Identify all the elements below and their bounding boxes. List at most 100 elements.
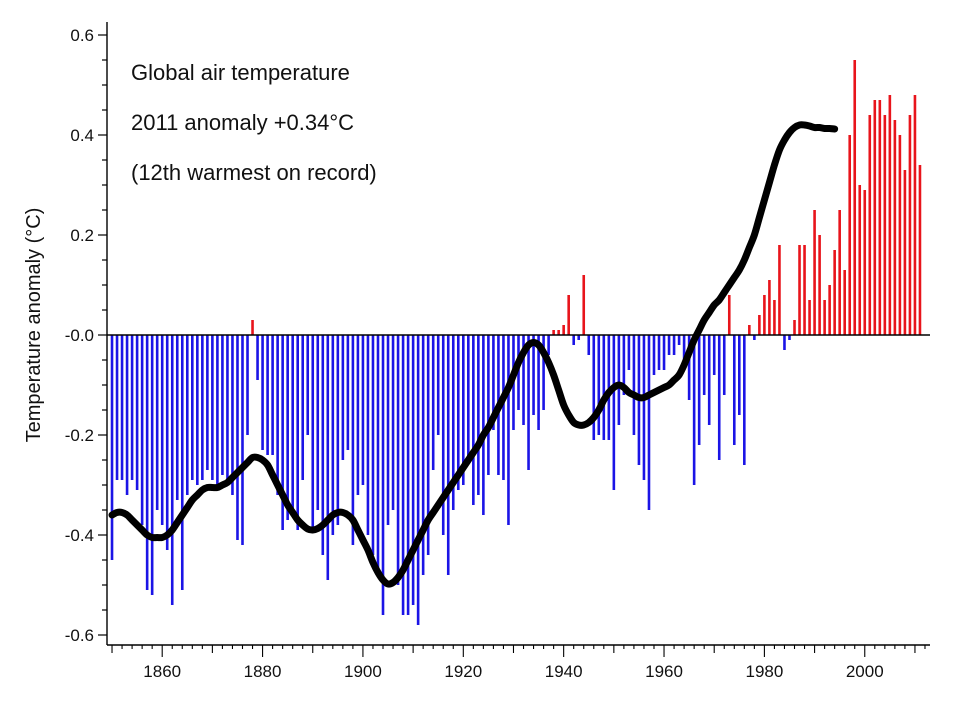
x-tick-label: 1980	[745, 662, 783, 681]
anomaly-bar-1958	[652, 335, 656, 375]
anomaly-bar-2008	[903, 170, 907, 335]
anomaly-bar-2004	[883, 115, 887, 335]
anomaly-bar-1995	[838, 210, 841, 335]
anomaly-bar-1902	[371, 335, 375, 555]
anomaly-bar-1968	[702, 335, 706, 395]
anomaly-bar-1893	[326, 335, 330, 580]
anomaly-bar-1990	[813, 210, 816, 335]
anomaly-bar-1914	[431, 335, 435, 470]
anomaly-bar-1969	[707, 335, 711, 425]
anomaly-bar-1918	[451, 335, 455, 510]
anomaly-bar-1982	[773, 300, 776, 335]
anomaly-bar-1959	[657, 335, 661, 370]
anomaly-bar-1956	[642, 335, 646, 480]
anomaly-bar-1999	[858, 185, 862, 335]
anomaly-bar-1976	[743, 335, 746, 465]
anomaly-bar-1935	[537, 335, 540, 430]
x-tick-label: 1960	[645, 662, 683, 681]
anomaly-bar-1926	[492, 335, 495, 430]
anomaly-bar-1892	[321, 335, 325, 555]
anomaly-bar-1994	[833, 250, 836, 335]
anomaly-bar-1936	[542, 335, 545, 410]
annotation-line-2: 2011 anomaly +0.34°C	[131, 110, 354, 135]
anomaly-bar-1924	[482, 335, 485, 515]
y-tick-label: 0.4	[70, 126, 94, 145]
x-tick-label: 1940	[545, 662, 583, 681]
anomaly-bar-1855	[135, 335, 139, 490]
anomaly-bar-1854	[130, 335, 134, 480]
anomaly-bar-1986	[793, 320, 796, 335]
anomaly-bar-1993	[828, 285, 831, 335]
anomaly-bar-1980	[763, 295, 766, 335]
anomaly-bar-1948	[602, 335, 606, 440]
anomaly-bar-1861	[165, 335, 169, 550]
anomaly-bar-1923	[477, 335, 480, 495]
anomaly-bar-1945	[587, 335, 591, 355]
annotation-line-1: Global air temperature	[131, 60, 350, 85]
anomaly-bar-2011	[918, 165, 922, 335]
anomaly-bar-1929	[507, 335, 510, 525]
anomaly-bar-1961	[667, 335, 671, 355]
anomaly-bar-1947	[597, 335, 601, 435]
anomaly-bar-1967	[697, 335, 701, 445]
x-tick-label: 1860	[143, 662, 181, 681]
anomaly-bar-1984	[783, 335, 786, 350]
anomaly-bar-1881	[266, 335, 269, 455]
anomaly-bar-1875	[236, 335, 239, 540]
y-tick-label: -0.6	[65, 626, 94, 645]
anomaly-bar-1963	[677, 335, 681, 345]
x-tick-label: 1900	[344, 662, 382, 681]
anomaly-bar-1933	[527, 335, 530, 470]
anomaly-bar-1897	[346, 335, 350, 450]
anomaly-bar-1850	[110, 335, 114, 560]
anomaly-bar-1869	[206, 335, 209, 470]
anomaly-bar-1975	[738, 335, 741, 415]
anomaly-bar-1863	[175, 335, 179, 500]
anomaly-bar-1987	[798, 245, 801, 335]
anomaly-bar-1977	[748, 325, 751, 335]
annotations: Global air temperature 2011 anomaly +0.3…	[131, 60, 377, 185]
anomaly-bar-1888	[301, 335, 305, 480]
anomaly-bar-1878	[251, 320, 254, 335]
anomaly-bar-1996	[843, 270, 846, 335]
anomaly-bar-1989	[808, 300, 811, 335]
anomaly-bar-1974	[732, 335, 736, 445]
anomaly-bar-1872	[221, 335, 224, 475]
anomaly-bar-1944	[582, 275, 586, 335]
y-axis-label: Temperature anomaly (°C)	[23, 208, 45, 443]
anomaly-bar-1877	[246, 335, 249, 435]
anomaly-bar-1919	[456, 335, 460, 490]
y-tick-label: -0.4	[65, 526, 94, 545]
anomaly-bar-1886	[291, 335, 294, 510]
anomaly-bar-1973	[727, 295, 731, 335]
anomaly-bar-1946	[592, 335, 596, 440]
anomaly-bar-1940	[562, 325, 565, 335]
anomaly-bar-1951	[617, 335, 621, 425]
anomaly-bar-1978	[753, 335, 756, 340]
x-tick-label: 1880	[244, 662, 282, 681]
anomaly-bar-1862	[170, 335, 174, 605]
anomaly-bar-1997	[848, 135, 852, 335]
anomaly-bar-2005	[888, 95, 892, 335]
anomaly-bar-1867	[196, 335, 199, 485]
anomaly-bar-1979	[758, 315, 761, 335]
anomaly-bar-1900	[361, 335, 365, 485]
anomaly-bar-1985	[788, 335, 791, 340]
anomaly-bar-1859	[155, 335, 159, 510]
anomaly-bar-1917	[446, 335, 450, 575]
y-tick-label: -0.0	[65, 326, 94, 345]
anomaly-bar-1938	[552, 330, 555, 335]
anomaly-bar-1925	[487, 335, 490, 475]
anomaly-bar-1903	[376, 335, 380, 570]
anomaly-bar-1970	[712, 335, 716, 375]
anomaly-bar-2001	[868, 115, 872, 335]
anomaly-bar-1937	[547, 335, 550, 355]
anomaly-bar-1992	[823, 300, 826, 335]
anomaly-bar-1920	[462, 335, 465, 485]
anomaly-bar-1922	[472, 335, 475, 505]
axes	[106, 22, 930, 646]
anomaly-bar-1889	[306, 335, 310, 435]
anomaly-bar-1939	[557, 330, 560, 335]
y-ticks: 0.6 0.4 0.2 -0.0 -0.2 -0.4 -0.6	[65, 26, 107, 645]
